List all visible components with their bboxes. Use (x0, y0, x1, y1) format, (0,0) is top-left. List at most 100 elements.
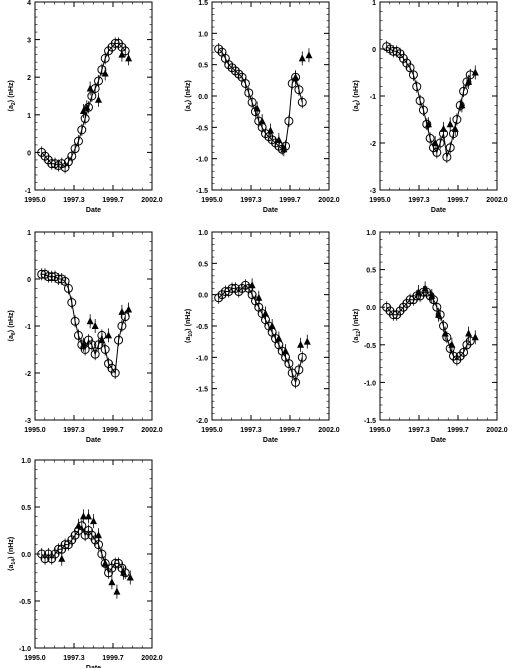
circle-marker (73, 136, 83, 146)
circle-marker (104, 359, 114, 369)
circle-marker (230, 66, 240, 76)
x-tick-label: 1999.7 (447, 427, 469, 434)
triangle-marker (448, 340, 456, 348)
plot-frame (379, 1, 498, 191)
circle-marker (297, 352, 307, 362)
circle-marker (97, 549, 107, 559)
x-axis-label: Date (86, 437, 101, 444)
y-label-subscript: 10 (188, 331, 194, 337)
y-tick-label: -2.0 (196, 418, 208, 425)
triangle-marker (58, 554, 66, 562)
circle-marker (60, 540, 70, 550)
y-tick-label: -0.5 (196, 125, 208, 132)
y-tick-label: 1.0 (198, 230, 208, 237)
triangle-marker (95, 531, 103, 539)
circle-marker (442, 152, 452, 162)
x-tick-label: 1999.7 (102, 655, 124, 662)
triangle-marker (280, 145, 288, 153)
y-label-main: ⟨a (352, 105, 360, 112)
y-tick-label: -1.0 (364, 380, 376, 387)
triangle-marker (120, 568, 128, 576)
circle-marker (439, 321, 449, 331)
circle-marker (63, 540, 73, 550)
triangle-marker (414, 288, 422, 296)
series-line (218, 284, 303, 385)
circle-marker (214, 293, 224, 303)
y-tick-label: -0.5 (19, 599, 31, 606)
y-tick-label: -0.5 (364, 343, 376, 350)
triangle-marker (125, 305, 133, 313)
y-axis-label: ⟨a2⟩ (nHz) (7, 80, 17, 112)
x-tick-label: 1995.0 (369, 197, 391, 204)
x-tick-label: 1995.0 (201, 197, 223, 204)
triangle-marker (79, 512, 87, 520)
triangle-marker (471, 333, 479, 341)
y-label-main: ⟨a (7, 564, 15, 571)
triangle-marker (421, 284, 429, 292)
x-tick-label: 2002.0 (486, 427, 508, 434)
circle-marker (87, 91, 97, 101)
y-label-main: ⟨a (184, 105, 192, 112)
triangle-marker (275, 135, 283, 143)
circle-marker (37, 549, 47, 559)
y-label-tail: ⟩ (nHz) (184, 80, 192, 102)
x-tick-label: 1999.7 (102, 197, 124, 204)
circle-marker (117, 321, 127, 331)
circle-marker (452, 115, 462, 124)
x-tick-label: 1995.0 (24, 427, 46, 434)
plot-frame (379, 231, 498, 421)
circle-marker (80, 530, 90, 540)
y-tick-label: -3 (25, 418, 31, 425)
x-tick-label: 1995.0 (24, 655, 46, 662)
triangle-marker (101, 559, 109, 567)
triangle-marker (84, 512, 92, 520)
y-label-tail: ⟩ (nHz) (7, 537, 15, 559)
y-axis-label: ⟨a14⟩ (nHz) (7, 537, 17, 571)
y-label-main: ⟨a (184, 336, 192, 343)
circle-marker (432, 147, 442, 157)
circle-marker (110, 558, 120, 568)
circle-marker (462, 77, 472, 87)
y-label-main: ⟨a (7, 105, 15, 112)
y-tick-label: 1.0 (198, 31, 208, 38)
y-tick-label: 0.5 (198, 261, 208, 268)
y-label-tail: ⟩ (nHz) (7, 80, 15, 102)
triangle-marker (98, 336, 106, 344)
circle-marker (405, 295, 415, 305)
circle-marker (110, 368, 120, 378)
circle-marker (459, 347, 469, 357)
circle-marker (234, 69, 244, 79)
y-label-subscript: 2 (11, 102, 17, 105)
y-tick-label: -1.0 (196, 157, 208, 164)
y-tick-label: -1.0 (196, 355, 208, 362)
triangle-marker (113, 587, 121, 595)
y-tick-label: 1 (372, 0, 376, 7)
circle-marker (114, 558, 124, 568)
series-line (386, 291, 471, 361)
circle-marker (277, 144, 287, 154)
circle-marker (227, 63, 237, 73)
circle-marker (107, 363, 117, 373)
triangle-marker (255, 293, 263, 301)
y-tick-label: -1.5 (364, 418, 376, 425)
triangle-marker (275, 334, 283, 342)
circle-marker (94, 76, 104, 86)
plot-frame (34, 1, 153, 191)
y-tick-label: -2 (25, 371, 31, 378)
x-axis-label: Date (431, 207, 446, 214)
circle-marker (73, 330, 83, 340)
y-tick-label: -1.5 (196, 188, 208, 195)
triangle-marker (451, 124, 459, 132)
circle-marker (284, 116, 294, 126)
circle-marker (408, 70, 418, 80)
circle-marker (67, 298, 77, 307)
y-axis-label: ⟨a8⟩ (nHz) (7, 310, 17, 342)
y-tick-label: 0.0 (21, 552, 31, 559)
circle-marker (80, 114, 90, 124)
y-axis-label: ⟨a10⟩ (nHz) (184, 309, 194, 343)
circle-marker (398, 53, 408, 63)
triangle-marker (253, 104, 261, 112)
circle-marker (83, 335, 93, 345)
chart-panel-4: -3 -2 -1 0 1 1995.0 1997.3 1999.7 2002.0 Date ⟨a8⟩… (7, 230, 163, 444)
